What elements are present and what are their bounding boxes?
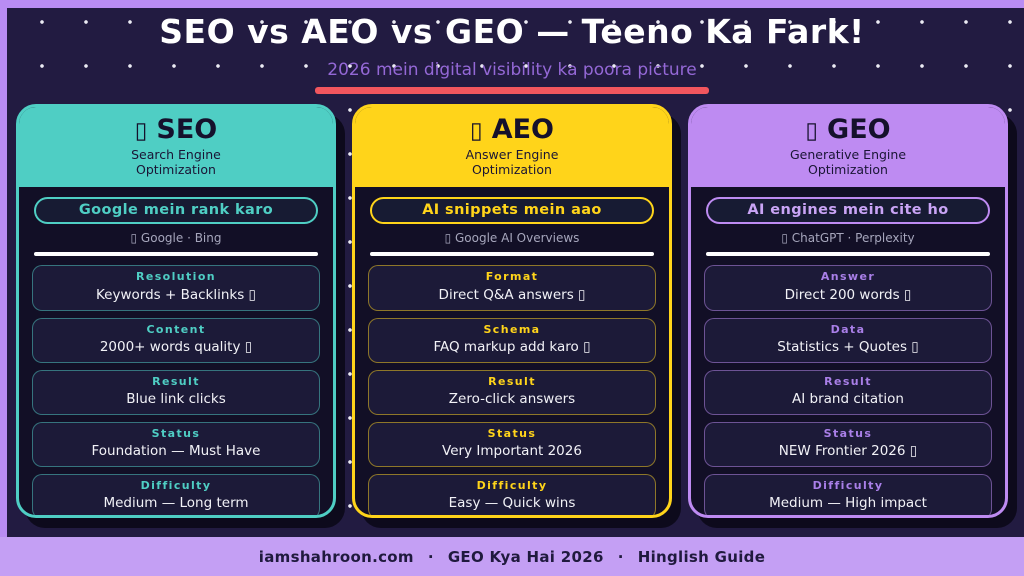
card-aeo-body: AI snippets mein aao ▯ Google AI Overvie…	[355, 187, 669, 515]
divider	[370, 252, 654, 257]
card-seo-title: ▯ SEO	[19, 114, 333, 145]
row-value: Very Important 2026	[442, 443, 582, 460]
row-label: Difficulty	[140, 479, 212, 493]
card-aeo-name: AEO	[491, 114, 554, 145]
footer-tag: Hinglish Guide	[637, 547, 766, 566]
card-seo-subtitle: Search Engine Optimization	[131, 147, 221, 178]
row-label: Result	[488, 374, 536, 388]
left-accent-band	[0, 8, 7, 537]
geo-placeholder-icon: ▯	[805, 118, 819, 144]
footer-separator: ·	[427, 547, 434, 566]
row-label: Status	[487, 426, 537, 440]
aeo-row-schema: Schema FAQ markup add karo ▯	[368, 317, 656, 363]
footer-site: iamshahroon.com	[258, 547, 414, 566]
row-value: Statistics + Quotes ▯	[777, 338, 919, 355]
footer-band: iamshahroon.com · GEO Kya Hai 2026 · Hin…	[0, 537, 1024, 576]
geo-row-data: Data Statistics + Quotes ▯	[704, 317, 992, 363]
geo-row-status: Status NEW Frontier 2026 ▯	[704, 421, 992, 468]
card-aeo: ▯ AEO Answer Engine Optimization AI snipp…	[352, 104, 672, 518]
row-value: Easy — Quick wins	[448, 495, 576, 512]
card-geo-subtitle: Generative Engine Optimization	[789, 147, 907, 178]
geo-engines-line: ▯ ChatGPT · Perplexity	[781, 231, 915, 246]
aeo-row-format: Format Direct Q&A answers ▯	[368, 265, 656, 311]
top-accent-band	[0, 0, 1024, 8]
row-value: 2000+ words quality ▯	[99, 338, 253, 355]
geo-row-result: Result AI brand citation	[704, 369, 992, 415]
row-label: Status	[151, 426, 201, 440]
hero-header: SEO vs AEO vs GEO — Teeno Ka Fark! 2026 …	[0, 12, 1024, 95]
seo-placeholder-icon: ▯	[134, 118, 148, 144]
row-label: Resolution	[135, 270, 217, 284]
seo-row-result: Result Blue link clicks	[32, 369, 320, 415]
geo-row-difficulty: Difficulty Medium — High impact	[704, 474, 992, 515]
row-value: Foundation — Must Have	[91, 443, 261, 460]
seo-row-content: Content 2000+ words quality ▯	[32, 317, 320, 363]
card-aeo-subtitle: Answer Engine Optimization	[465, 147, 559, 178]
aeo-row-result: Result Zero-click answers	[368, 369, 656, 415]
row-value: AI brand citation	[792, 390, 904, 407]
geo-tagline-pill: AI engines mein cite ho	[706, 197, 990, 225]
card-geo-body: AI engines mein cite ho ▯ ChatGPT · Perp…	[691, 187, 1005, 515]
card-seo-name: SEO	[156, 114, 218, 145]
geo-row-answer: Answer Direct 200 words ▯	[704, 265, 992, 311]
row-value: Medium — High impact	[769, 495, 927, 512]
row-value: FAQ markup add karo ▯	[433, 338, 591, 355]
row-label: Result	[824, 374, 872, 388]
aeo-engines-line: ▯ Google AI Overviews	[444, 231, 580, 246]
footer-topic: GEO Kya Hai 2026	[447, 547, 604, 566]
subtitle-underline	[315, 87, 709, 95]
seo-row-difficulty: Difficulty Medium — Long term	[32, 474, 320, 515]
card-seo-header: ▯ SEO Search Engine Optimization	[19, 107, 333, 188]
card-geo: ▯ GEO Generative Engine Optimization AI e…	[688, 104, 1008, 518]
divider	[34, 252, 318, 257]
row-label: Content	[146, 322, 206, 336]
row-label: Difficulty	[812, 479, 884, 493]
card-aeo-title: ▯ AEO	[355, 114, 669, 145]
aeo-tagline-pill: AI snippets mein aao	[370, 197, 654, 225]
row-value: NEW Frontier 2026 ▯	[778, 443, 918, 460]
card-geo-name: GEO	[827, 114, 891, 145]
row-value: Direct 200 words ▯	[784, 286, 912, 303]
row-label: Schema	[483, 322, 541, 336]
row-label: Answer	[820, 270, 876, 284]
seo-row-resolution: Resolution Keywords + Backlinks ▯	[32, 265, 320, 311]
card-seo: ▯ SEO Search Engine Optimization Google m…	[16, 104, 336, 518]
footer-separator: ·	[617, 547, 624, 566]
divider	[706, 252, 990, 257]
row-label: Format	[485, 270, 539, 284]
cards-container: ▯ SEO Search Engine Optimization Google m…	[16, 104, 1008, 518]
seo-tagline-pill: Google mein rank karo	[34, 197, 318, 225]
card-geo-title: ▯ GEO	[691, 114, 1005, 145]
seo-engines-line: ▯ Google · Bing	[130, 231, 222, 246]
page-title: SEO vs AEO vs GEO — Teeno Ka Fark!	[159, 12, 865, 51]
card-aeo-header: ▯ AEO Answer Engine Optimization	[355, 107, 669, 188]
row-value: Direct Q&A answers ▯	[438, 286, 586, 303]
row-value: Zero-click answers	[448, 390, 576, 407]
row-value: Medium — Long term	[103, 495, 249, 512]
page-subtitle: 2026 mein digital visibility ka poora pi…	[327, 60, 697, 81]
row-label: Difficulty	[476, 479, 548, 493]
row-value: Keywords + Backlinks ▯	[96, 286, 256, 303]
row-label: Status	[823, 426, 873, 440]
seo-row-status: Status Foundation — Must Have	[32, 421, 320, 468]
card-geo-header: ▯ GEO Generative Engine Optimization	[691, 107, 1005, 188]
row-label: Data	[830, 322, 866, 336]
row-value: Blue link clicks	[126, 390, 226, 407]
aeo-row-status: Status Very Important 2026	[368, 421, 656, 468]
aeo-placeholder-icon: ▯	[470, 118, 483, 144]
row-label: Result	[152, 374, 200, 388]
card-seo-body: Google mein rank karo ▯ Google · Bing Re…	[19, 187, 333, 515]
aeo-row-difficulty: Difficulty Easy — Quick wins	[368, 474, 656, 515]
